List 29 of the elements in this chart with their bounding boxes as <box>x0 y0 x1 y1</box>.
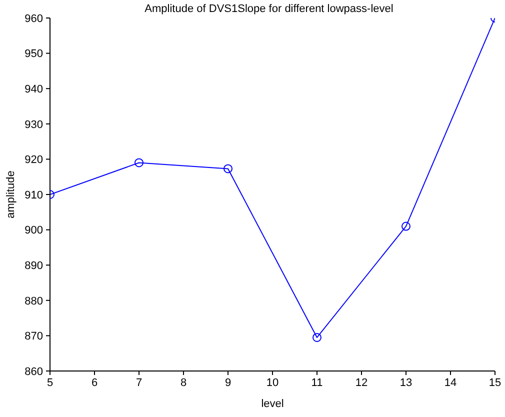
point <box>134 158 144 168</box>
y-tick-label: 940 <box>24 84 43 96</box>
x-tick-label: 11 <box>311 376 323 389</box>
y-tick-label: 910 <box>24 189 43 202</box>
y-tick-label: 960 <box>24 12 43 25</box>
x-axis-title: level <box>261 398 284 410</box>
x-tick-label: 13 <box>400 376 412 389</box>
y-tick-label: 880 <box>24 295 43 308</box>
point <box>224 164 232 174</box>
y-tick-label: 900 <box>24 224 43 237</box>
x-tick-label: 12 <box>355 376 368 389</box>
point <box>402 222 410 231</box>
x-tick-label: 7 <box>136 376 142 389</box>
y-tick-label: 950 <box>24 48 43 60</box>
x-tick-label: 9 <box>224 376 232 389</box>
x-tick-label: 5 <box>46 376 54 389</box>
y-tick-label: 870 <box>24 330 43 343</box>
x-tick-label: 8 <box>180 376 187 389</box>
x-tick-label: 14 <box>444 376 457 389</box>
y-tick-label: 860 <box>24 366 43 378</box>
x-tick-label: 6 <box>91 376 98 389</box>
x-tick-label: 15 <box>488 376 502 389</box>
point <box>312 332 322 342</box>
y-axis-title: amplitude <box>4 170 17 218</box>
x-tick-label: 10 <box>266 376 279 389</box>
y-tick-label: 930 <box>24 118 43 131</box>
y-tick-label: 890 <box>24 260 43 272</box>
chart-title: Amplitude of DVS1Slope for different lowpass-level <box>144 3 394 15</box>
y-tick-label: 920 <box>24 154 43 166</box>
